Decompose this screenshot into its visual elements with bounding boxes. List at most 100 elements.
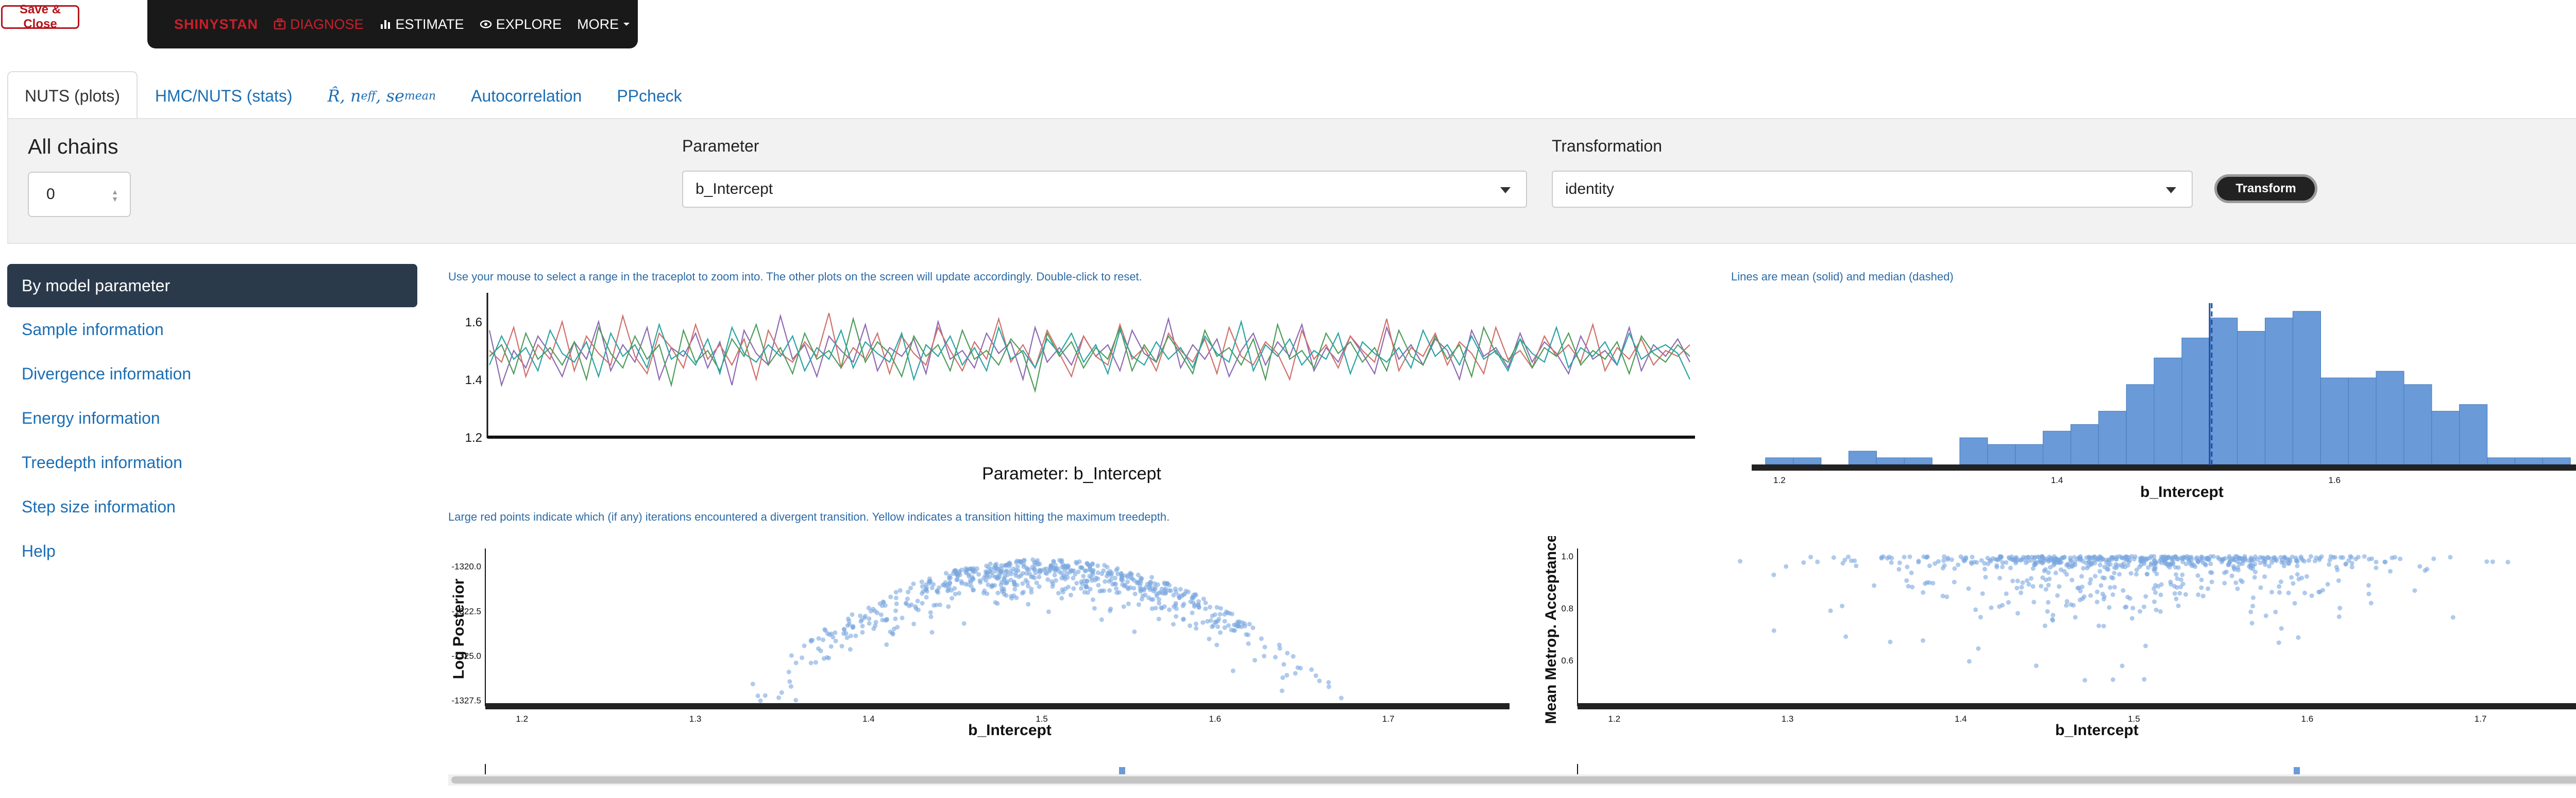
scatter-point (897, 588, 903, 593)
tab-hmc-nuts-stats[interactable]: HMC/NUTS (stats) (155, 86, 293, 105)
traceplot-chart[interactable]: 1.6 1.4 1.2 Parameter: b_Intercept (448, 289, 1705, 490)
nav-estimate[interactable]: ESTIMATE (379, 16, 464, 32)
scatter-point (2069, 602, 2073, 607)
nav-explore[interactable]: EXPLORE (480, 16, 562, 32)
sidebar-item-help[interactable]: Help (22, 541, 56, 560)
scatter-point (2490, 559, 2495, 564)
scatter-point (2412, 588, 2417, 593)
scatter-point (1285, 651, 1290, 656)
hist-bar (2431, 411, 2460, 465)
bar-chart-icon (380, 20, 390, 29)
scatter-point (1079, 586, 1084, 591)
scatter-point (1044, 571, 1049, 576)
scatter-point (2448, 555, 2453, 560)
scatter-point (2258, 585, 2263, 590)
hist-bar (2542, 457, 2571, 465)
scatter-point (2417, 564, 2422, 569)
scatter-point (1230, 668, 1235, 673)
scatter-point (1044, 566, 1049, 571)
sidebar-item-by-model-parameter[interactable]: By model parameter (7, 264, 417, 307)
scatter-point (2101, 624, 2106, 628)
scatter-point (2203, 562, 2208, 568)
tab-rhat-neff-se[interactable]: R̂, n eff , se mean (310, 71, 454, 120)
scatter-point (2025, 578, 2029, 583)
scatter-point (1210, 624, 1215, 629)
brand-logo[interactable]: SHINYSTAN (174, 16, 259, 32)
tab-ppcheck[interactable]: PPcheck (617, 86, 682, 105)
nav-diagnose[interactable]: DIAGNOSE (274, 16, 364, 32)
scatter-point (1004, 593, 1009, 598)
scatter-point (1167, 583, 1172, 588)
scatter-point (2215, 555, 2221, 560)
transform-button[interactable]: Transform (2214, 174, 2317, 203)
scatter-point (2045, 609, 2050, 614)
sidebar-item-step-size-information[interactable]: Step size information (22, 497, 176, 516)
scatter-point (1989, 605, 1994, 610)
scatter-point (1139, 596, 1144, 602)
scatter-point (2088, 580, 2092, 586)
spinner-icon[interactable]: ▲ ▼ (111, 188, 118, 203)
scatter-point (842, 627, 847, 633)
nav-more-dropdown[interactable]: MORE (577, 16, 630, 32)
scatter-point (957, 570, 962, 575)
scatter-point (847, 622, 852, 627)
scatter-point (2333, 555, 2337, 560)
scatter-point (860, 630, 865, 635)
scatter-point (828, 644, 834, 649)
scatter-point (1121, 573, 1126, 578)
horizontal-scrollbar-thumb[interactable] (451, 776, 2576, 784)
hist-bar (1793, 457, 1822, 465)
sidebar-item-energy-information[interactable]: Energy information (22, 408, 160, 427)
scatter-point (1196, 599, 1201, 604)
scatter-point (2147, 556, 2153, 561)
tab-nuts-plots[interactable]: NUTS (plots) (7, 71, 138, 120)
scatter-point (1952, 579, 1957, 585)
scatter-point (2153, 590, 2158, 595)
scatter-point (2222, 580, 2227, 586)
scatter-point (1128, 575, 1133, 580)
scatter-point (1771, 628, 1776, 633)
scatter-point (2366, 583, 2371, 588)
scatter-point (2178, 585, 2183, 590)
scatter-point (2046, 557, 2051, 562)
scatter-point (1153, 606, 1158, 611)
scatter-point (844, 635, 850, 640)
scatter-point (2383, 559, 2388, 564)
scatter-point (779, 690, 784, 695)
scatter-point (1121, 604, 1126, 609)
scatter-point (2107, 558, 2112, 563)
scatter-point (846, 616, 851, 621)
scatter-point (1071, 568, 1076, 573)
scatter-point (1216, 617, 1222, 622)
scatter-point (1212, 612, 1217, 617)
scatter-point (1177, 595, 1182, 601)
hist-bar (2348, 377, 2377, 465)
scatter-point (2117, 572, 2122, 577)
sidebar-item-divergence-information[interactable]: Divergence information (22, 364, 192, 383)
tab-autocorrelation[interactable]: Autocorrelation (471, 86, 582, 105)
scatter-point (2199, 585, 2204, 590)
scatter-point (1125, 574, 1130, 579)
scatter-point (1069, 592, 1073, 597)
scatter-point (1074, 560, 1079, 564)
chain-number-input[interactable]: 0 ▲ ▼ (28, 172, 131, 217)
scatter-point (913, 606, 919, 611)
sidebar-item-treedepth-information[interactable]: Treedepth information (22, 453, 182, 472)
scatter-caption: Large red points indicate which (if any)… (448, 510, 1170, 523)
scatter-point (1090, 569, 1095, 574)
horizontal-scrollbar[interactable] (448, 774, 2576, 786)
scatter-point (1885, 556, 1890, 561)
scatter-point (1167, 607, 1172, 612)
sidebar-item-sample-information[interactable]: Sample information (22, 320, 164, 339)
scatter-point (2173, 554, 2178, 559)
parameter-select[interactable]: b_Intercept (682, 171, 1527, 208)
transformation-select[interactable]: identity (1552, 171, 2193, 208)
scatter-point (1956, 562, 1961, 568)
scatter-point (2080, 585, 2084, 589)
scatter-point (947, 573, 952, 578)
save-close-button[interactable]: Save & Close (1, 3, 79, 31)
scatter-point (2123, 605, 2128, 610)
scatter-point (1995, 557, 1999, 562)
parameter-label: Parameter (682, 137, 759, 155)
scatter-point (1194, 626, 1199, 631)
